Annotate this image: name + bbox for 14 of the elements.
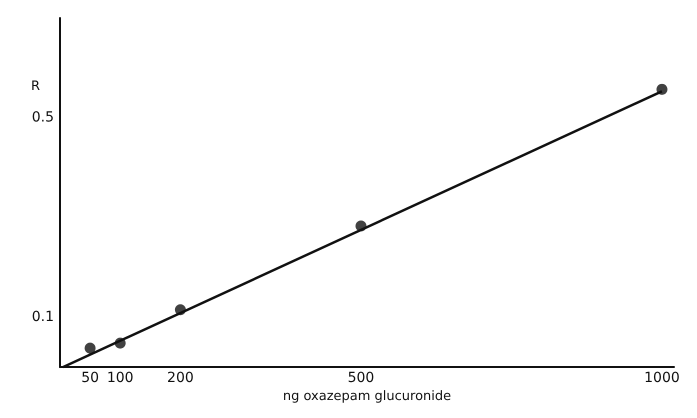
x-tick-label: 50 [81, 370, 100, 386]
x-tick-label: 500 [348, 370, 374, 386]
point [174, 304, 186, 316]
y-tick-label: 0.1 [32, 309, 54, 326]
x-tick-label: 200 [167, 370, 194, 386]
point [656, 84, 668, 95]
x-axis-title: ng oxazepam glucuronide [282, 389, 452, 404]
point [355, 220, 366, 232]
y-tick-label: 0.5 [32, 110, 54, 126]
point [84, 342, 96, 354]
x-tick-label: 100 [106, 370, 134, 386]
point [114, 338, 126, 349]
y-axis-title: R [30, 79, 40, 94]
x-tick-label: 1000 [644, 370, 680, 386]
